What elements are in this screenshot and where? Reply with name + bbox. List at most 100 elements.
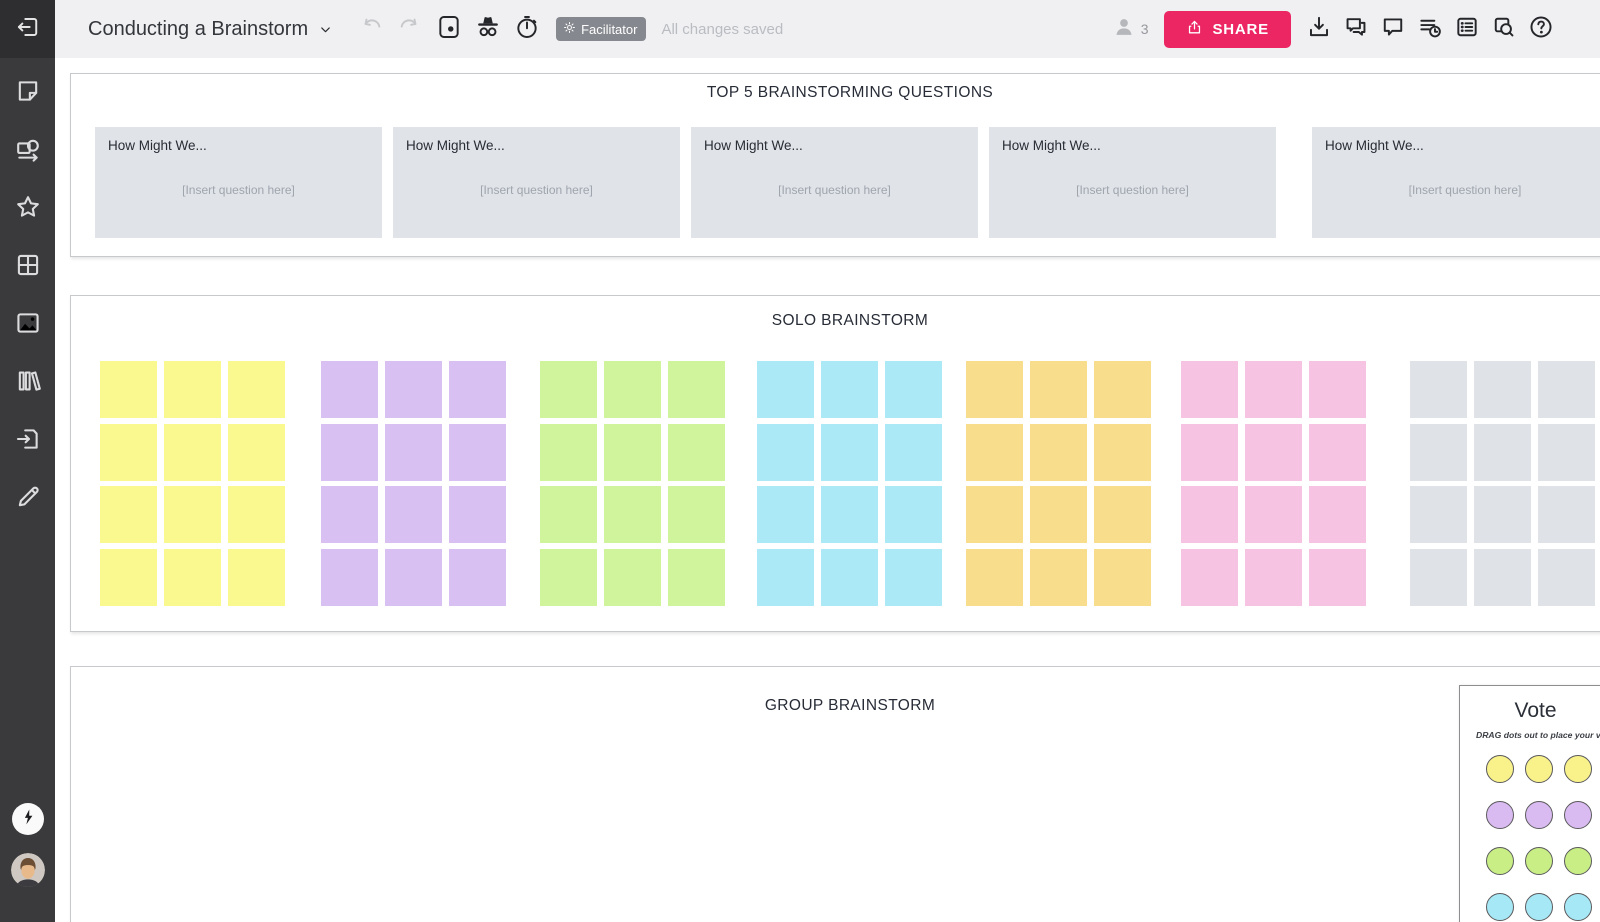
sticky-note[interactable]	[228, 548, 285, 606]
sticky-note[interactable]	[1309, 423, 1366, 481]
sticky-note[interactable]	[821, 361, 878, 418]
sticky-note[interactable]	[885, 548, 942, 606]
sticky-note[interactable]	[1030, 423, 1087, 481]
sticky-note[interactable]	[100, 548, 157, 606]
sticky-note[interactable]	[1309, 548, 1366, 606]
redo-button[interactable]	[396, 16, 423, 43]
vote-dot[interactable]	[1525, 801, 1553, 829]
sticky-note[interactable]	[321, 423, 378, 481]
sticky-note[interactable]	[604, 486, 661, 543]
sticky-note[interactable]	[1245, 486, 1302, 543]
sticky-note[interactable]	[385, 486, 442, 543]
sticky-note[interactable]	[1410, 423, 1467, 481]
sticky-note[interactable]	[1245, 423, 1302, 481]
sticky-note[interactable]	[1094, 361, 1151, 418]
chat-button[interactable]	[1342, 16, 1369, 43]
sticky-note[interactable]	[228, 361, 285, 418]
sticky-note[interactable]	[757, 423, 814, 481]
sticky-note[interactable]	[966, 548, 1023, 606]
sticky-note[interactable]	[966, 361, 1023, 418]
sticky-note[interactable]	[385, 361, 442, 418]
sticky-note[interactable]	[1410, 486, 1467, 543]
question-card[interactable]: How Might We... [Insert question here]	[95, 127, 382, 238]
vote-dot[interactable]	[1564, 847, 1592, 875]
export-button[interactable]	[1305, 16, 1332, 43]
sticky-note[interactable]	[164, 423, 221, 481]
sidebar-tool-library[interactable]	[14, 369, 42, 397]
collaborators-button[interactable]: 3	[1113, 16, 1148, 43]
sticky-note[interactable]	[668, 423, 725, 481]
sticky-note[interactable]	[385, 423, 442, 481]
sticky-note[interactable]	[1094, 423, 1151, 481]
share-button[interactable]: SHARE	[1164, 10, 1291, 48]
frames-button[interactable]	[435, 15, 462, 43]
sticky-note[interactable]	[1181, 361, 1238, 418]
facilitator-badge[interactable]: Facilitator	[556, 17, 647, 41]
sticky-note[interactable]	[966, 486, 1023, 543]
board-canvas[interactable]: TOP 5 BRAINSTORMING QUESTIONS How Might …	[55, 58, 1600, 922]
vote-dot[interactable]	[1564, 755, 1592, 783]
board-title[interactable]: Conducting a Brainstorm	[88, 17, 309, 40]
vote-dot[interactable]	[1564, 893, 1592, 921]
sticky-note[interactable]	[757, 486, 814, 543]
vote-dot[interactable]	[1525, 847, 1553, 875]
sticky-note[interactable]	[821, 423, 878, 481]
sticky-note[interactable]	[1181, 486, 1238, 543]
sticky-note[interactable]	[1474, 548, 1531, 606]
sticky-note[interactable]	[228, 486, 285, 543]
sticky-note[interactable]	[1245, 361, 1302, 418]
sticky-note[interactable]	[100, 361, 157, 418]
sidebar-tool-sticky-note[interactable]	[14, 79, 42, 107]
sticky-note[interactable]	[885, 486, 942, 543]
question-card[interactable]: How Might We... [Insert question here]	[393, 127, 680, 238]
sticky-note[interactable]	[1410, 361, 1467, 418]
sticky-note[interactable]	[1538, 548, 1595, 606]
vote-dot[interactable]	[1564, 801, 1592, 829]
sticky-note[interactable]	[1030, 486, 1087, 543]
sidebar-tool-favorites[interactable]	[14, 195, 42, 223]
sticky-note[interactable]	[604, 548, 661, 606]
sidebar-tool-image[interactable]	[14, 311, 42, 339]
sticky-note[interactable]	[540, 548, 597, 606]
back-to-boards-button[interactable]	[0, 0, 55, 58]
sticky-note[interactable]	[540, 361, 597, 418]
sticky-note[interactable]	[540, 423, 597, 481]
sticky-note[interactable]	[449, 361, 506, 418]
sticky-note[interactable]	[1181, 548, 1238, 606]
frame-group-brainstorm[interactable]: GROUP BRAINSTORM	[70, 666, 1600, 922]
sticky-note[interactable]	[100, 486, 157, 543]
sticky-note[interactable]	[1030, 548, 1087, 606]
sticky-note[interactable]	[1538, 361, 1595, 418]
sticky-note[interactable]	[1538, 486, 1595, 543]
sticky-note[interactable]	[885, 423, 942, 481]
sticky-note[interactable]	[604, 423, 661, 481]
sticky-note[interactable]	[449, 486, 506, 543]
sticky-note[interactable]	[321, 361, 378, 418]
sticky-note[interactable]	[164, 548, 221, 606]
sticky-note[interactable]	[164, 486, 221, 543]
sticky-note[interactable]	[164, 361, 221, 418]
vote-dot[interactable]	[1486, 801, 1514, 829]
sticky-note[interactable]	[668, 486, 725, 543]
sticky-note[interactable]	[757, 361, 814, 418]
sticky-note[interactable]	[228, 423, 285, 481]
sticky-note[interactable]	[1094, 486, 1151, 543]
sticky-note[interactable]	[1474, 423, 1531, 481]
sidebar-tool-draw[interactable]	[14, 485, 42, 513]
vote-dot[interactable]	[1486, 893, 1514, 921]
sticky-note[interactable]	[821, 548, 878, 606]
question-card[interactable]: How Might We... [Insert question here]	[1312, 127, 1600, 238]
sticky-note[interactable]	[821, 486, 878, 543]
sidebar-tool-import[interactable]	[14, 427, 42, 455]
sidebar-tool-grid[interactable]	[14, 253, 42, 281]
sticky-note[interactable]	[321, 486, 378, 543]
vote-dot[interactable]	[1486, 755, 1514, 783]
sticky-note[interactable]	[1309, 486, 1366, 543]
incognito-mode-button[interactable]	[474, 16, 501, 43]
sticky-note[interactable]	[1030, 361, 1087, 418]
question-card[interactable]: How Might We... [Insert question here]	[989, 127, 1276, 238]
vote-panel[interactable]: Vote DRAG dots out to place your vote	[1459, 685, 1600, 922]
screen-search-button[interactable]	[1490, 16, 1517, 43]
sticky-note[interactable]	[1094, 548, 1151, 606]
sticky-note[interactable]	[966, 423, 1023, 481]
